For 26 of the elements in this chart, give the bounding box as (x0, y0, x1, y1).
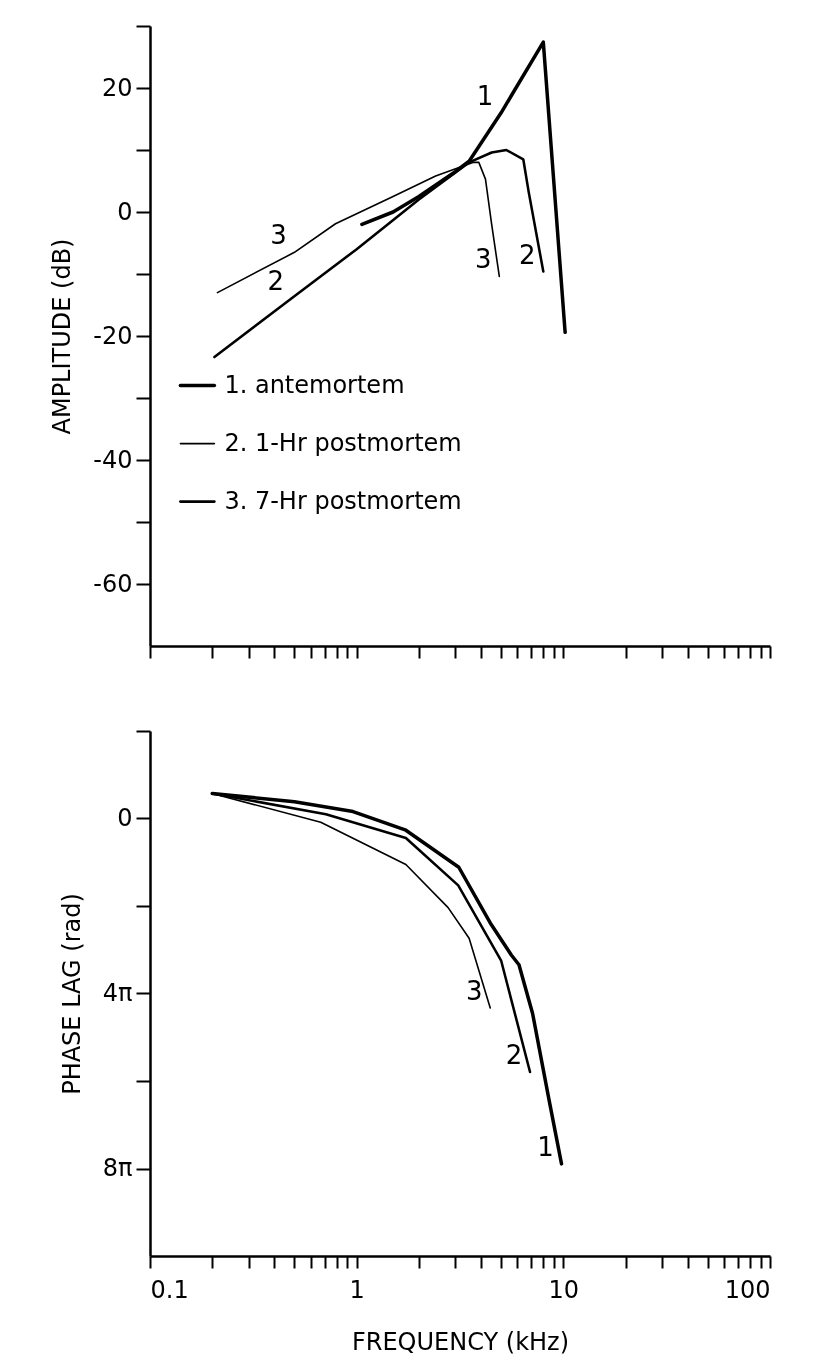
y-tick-label: 0 (117, 197, 133, 226)
y-tick-label: -60 (93, 569, 133, 598)
annotation: 1 (476, 80, 494, 111)
annotation: 2 (267, 266, 284, 297)
annotation: 1 (537, 1131, 554, 1162)
legend-label: 3. 7-Hr postmortem (224, 486, 462, 515)
annotation: 3 (270, 220, 287, 251)
y-tick-label: -20 (93, 321, 133, 350)
legend-label: 2. 1-Hr postmortem (224, 428, 462, 457)
annotation: 3 (465, 975, 483, 1006)
x-tick-label: 100 (724, 1275, 771, 1304)
y-tick-label: 0 (117, 804, 133, 832)
y-tick-label: 4π (102, 978, 133, 1007)
x-tick-label: 1 (349, 1275, 365, 1304)
y-tick-label: 8π (102, 1154, 133, 1182)
y-axis-title: AMPLITUDE (dB) (48, 238, 77, 435)
y-axis-title: PHASE LAG (rad) (57, 893, 86, 1095)
annotation: 3 (475, 244, 492, 275)
x-tick-label: 0.1 (150, 1275, 189, 1304)
annotation: 2 (519, 239, 536, 270)
y-tick-label: -40 (93, 445, 133, 474)
legend-label: 1. antemortem (224, 370, 405, 399)
x-tick-label: 10 (548, 1275, 580, 1304)
x-axis-title: FREQUENCY (kHz) (351, 1327, 570, 1356)
annotation: 2 (505, 1039, 523, 1070)
y-tick-label: 20 (101, 73, 133, 102)
